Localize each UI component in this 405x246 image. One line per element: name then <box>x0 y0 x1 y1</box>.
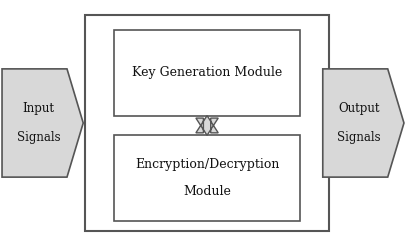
Text: Signals: Signals <box>337 131 380 144</box>
Bar <box>85 15 328 231</box>
Polygon shape <box>195 116 218 135</box>
Text: Input: Input <box>23 102 54 115</box>
Text: Module: Module <box>183 185 230 198</box>
Text: Encryption/Decryption: Encryption/Decryption <box>134 158 279 171</box>
Bar <box>113 135 300 221</box>
Text: Signals: Signals <box>17 131 60 144</box>
Text: Output: Output <box>338 102 379 115</box>
Bar <box>113 30 300 116</box>
Polygon shape <box>322 69 403 177</box>
Text: Key Generation Module: Key Generation Module <box>132 66 281 79</box>
Polygon shape <box>2 69 83 177</box>
